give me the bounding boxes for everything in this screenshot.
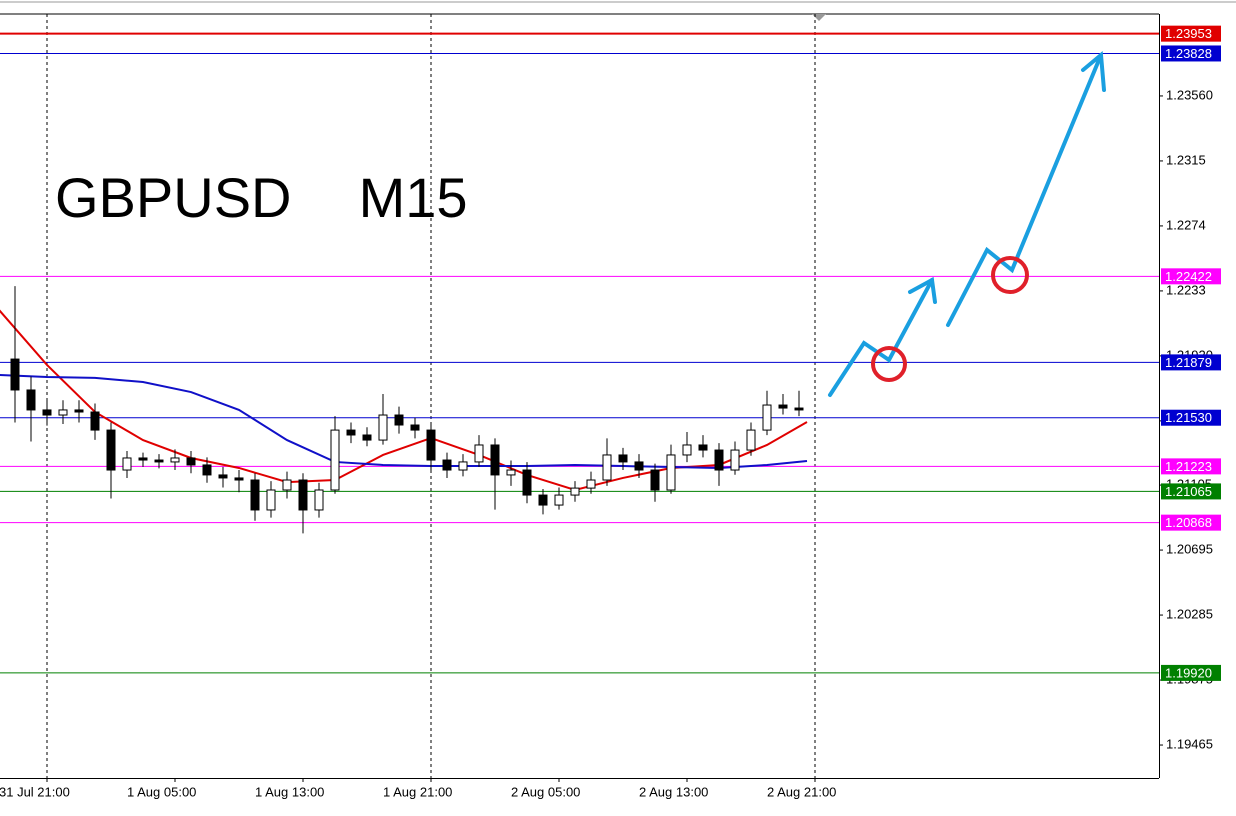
candle-body xyxy=(106,429,116,471)
candle-body xyxy=(186,457,196,466)
level-label: 1.22422 xyxy=(1165,269,1212,284)
candle-body xyxy=(570,487,580,496)
level-label: 1.21223 xyxy=(1165,459,1212,474)
candle-body xyxy=(714,449,724,471)
y-tick-label: 1.23560 xyxy=(1166,87,1213,102)
level-label: 1.21879 xyxy=(1165,355,1212,370)
candle-body xyxy=(250,479,260,511)
y-tick-label: 1.2274 xyxy=(1166,217,1206,232)
candle-body xyxy=(58,409,68,416)
candle-body xyxy=(90,411,100,431)
level-box xyxy=(1161,268,1221,285)
candle-body xyxy=(282,479,292,491)
candle-body xyxy=(42,409,52,416)
level-label: 1.23953 xyxy=(1165,26,1212,41)
candle-body xyxy=(586,479,596,489)
candle-body xyxy=(122,457,132,471)
x-tick-label: 2 Aug 05:00 xyxy=(511,784,580,799)
candle-body xyxy=(362,434,372,441)
level-label: 1.23828 xyxy=(1165,46,1212,61)
level-box xyxy=(1161,409,1221,426)
candle-body xyxy=(154,459,164,463)
candle-body xyxy=(138,457,148,461)
candle-body xyxy=(314,489,324,511)
level-box xyxy=(1161,458,1221,475)
y-tick-label: 1.20695 xyxy=(1166,542,1213,557)
candle-body xyxy=(266,489,276,511)
level-box xyxy=(1161,354,1221,371)
candle-body xyxy=(442,459,452,471)
candle-body xyxy=(10,358,20,391)
level-label: 1.21065 xyxy=(1165,484,1212,499)
candle-body xyxy=(634,461,644,471)
candle-body xyxy=(682,444,692,456)
candle-body xyxy=(170,457,180,463)
candle-body xyxy=(554,494,564,506)
candle-body xyxy=(218,474,228,479)
y-tick-label: 1.2315 xyxy=(1166,152,1206,167)
candle-body xyxy=(298,479,308,511)
candle-body xyxy=(378,414,388,441)
highlight-circle xyxy=(871,346,907,382)
x-tick-label: 31 Jul 21:00 xyxy=(0,784,70,799)
candle-body xyxy=(474,444,484,463)
moving-average xyxy=(0,373,808,469)
candle-body xyxy=(410,424,420,431)
candle-body xyxy=(426,429,436,461)
candle-body xyxy=(234,477,244,481)
level-label: 1.21530 xyxy=(1165,410,1212,425)
candle-body xyxy=(698,444,708,451)
candle-body xyxy=(330,429,340,491)
highlight-circle xyxy=(991,256,1029,294)
candle-body xyxy=(522,469,532,496)
candle-body xyxy=(618,454,628,463)
candle-body xyxy=(602,454,612,481)
candle-body xyxy=(762,404,772,431)
candle-body xyxy=(538,494,548,506)
candle-body xyxy=(650,469,660,491)
chart-title: GBPUSD M15 xyxy=(55,166,468,229)
candle-body xyxy=(74,409,84,413)
level-box xyxy=(1161,45,1221,62)
candle-body xyxy=(394,414,404,426)
level-label: 1.19920 xyxy=(1165,665,1212,680)
candle-body xyxy=(202,464,212,476)
y-tick-label: 1.20285 xyxy=(1166,606,1213,621)
level-box xyxy=(1161,664,1221,681)
candle-body xyxy=(506,469,516,476)
y-tick-label: 1.2233 xyxy=(1166,282,1206,297)
plot-area xyxy=(0,14,1159,778)
x-tick-label: 1 Aug 13:00 xyxy=(255,784,324,799)
candle-body xyxy=(346,429,356,436)
candle-body xyxy=(490,444,500,476)
level-box xyxy=(1161,514,1221,531)
x-tick-label: 2 Aug 13:00 xyxy=(639,784,708,799)
x-tick-label: 1 Aug 05:00 xyxy=(127,784,196,799)
candle-body xyxy=(794,407,804,411)
level-label: 1.20868 xyxy=(1165,515,1212,530)
candle-body xyxy=(746,429,756,451)
candle-body xyxy=(778,404,788,409)
candle-body xyxy=(458,461,468,471)
arrowhead xyxy=(1081,51,1106,92)
candle-body xyxy=(666,454,676,491)
x-tick-label: 2 Aug 21:00 xyxy=(767,784,836,799)
level-box xyxy=(1161,483,1221,500)
x-tick-label: 1 Aug 21:00 xyxy=(383,784,452,799)
y-tick-label: 1.19465 xyxy=(1166,736,1213,751)
arrowhead xyxy=(908,276,937,304)
candle-body xyxy=(26,389,36,411)
level-box xyxy=(1161,25,1221,42)
candle-body xyxy=(730,449,740,471)
